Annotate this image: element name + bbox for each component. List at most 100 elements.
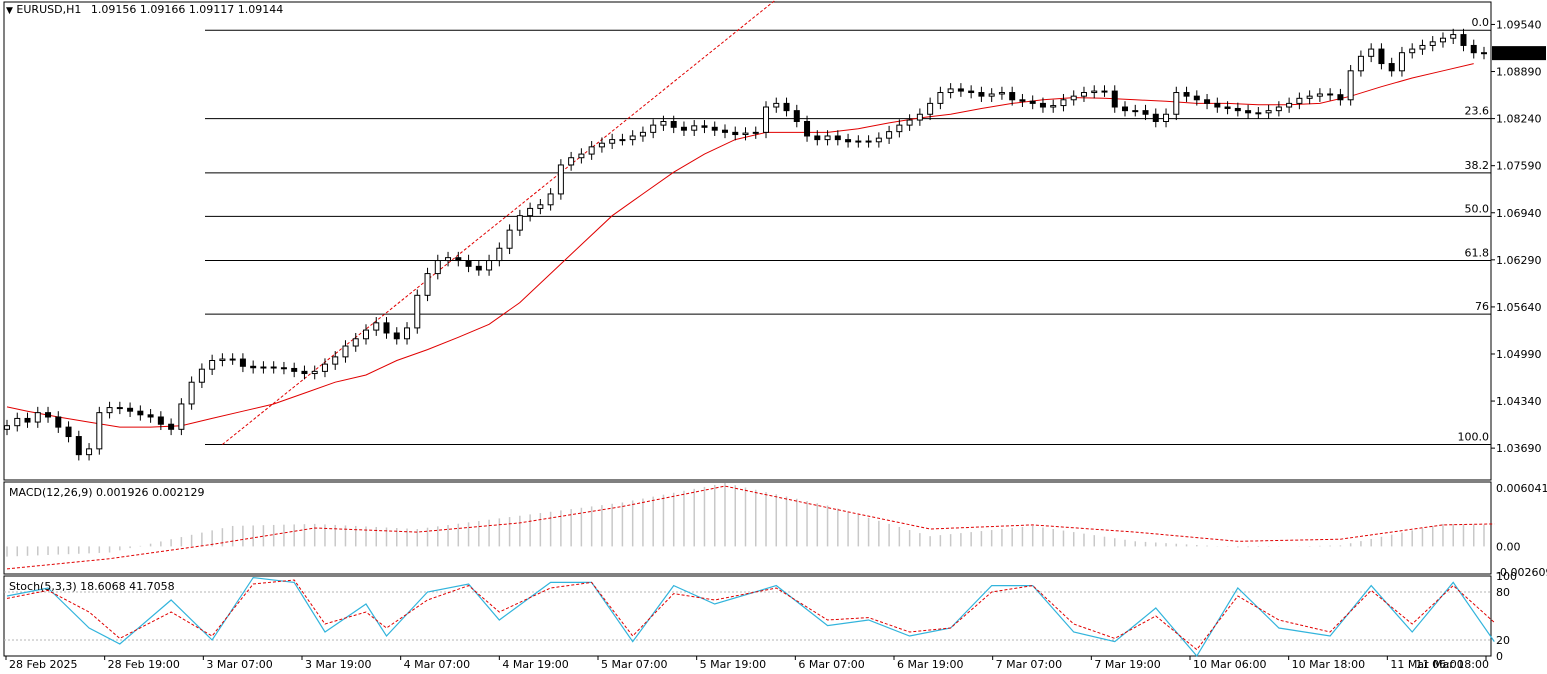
candle-bear — [1327, 93, 1334, 96]
candle-bear — [845, 139, 852, 143]
candle-bear — [24, 417, 31, 423]
candle-bull — [4, 425, 10, 430]
candle-bull — [106, 407, 113, 414]
candle-bull — [619, 139, 626, 142]
candle-bull — [516, 215, 523, 231]
candle-bear — [55, 416, 62, 428]
candle-bull — [34, 412, 41, 423]
candle-bull — [568, 157, 575, 166]
candle-bear — [383, 322, 390, 334]
last-price-tag — [1492, 46, 1546, 61]
candle-bear — [783, 102, 790, 112]
time-tick-label: 4 Mar 19:00 — [502, 658, 568, 671]
candle-bull — [988, 93, 995, 97]
symbol-header[interactable]: ▼ EURUSD,H1 1.09156 1.09166 1.09117 1.09… — [6, 3, 283, 16]
candle-bear — [1029, 100, 1036, 104]
candle-bull — [609, 139, 616, 144]
stoch-main-line — [6, 576, 1495, 658]
candle-bear — [670, 121, 677, 128]
candle-bull — [414, 294, 421, 329]
candle-bull — [527, 207, 534, 217]
candle-bull — [1091, 90, 1098, 94]
candle-bull — [906, 119, 913, 126]
candle-bull — [1173, 92, 1180, 115]
candle-bear — [157, 416, 164, 425]
fibonacci-trend-line — [222, 0, 777, 445]
fib-level-label: 23.6 — [1465, 105, 1490, 118]
candle-bull — [209, 360, 216, 370]
candle-bull — [1357, 55, 1364, 72]
candle-bear — [1388, 63, 1395, 72]
candle-bull — [188, 381, 195, 405]
candle-bull — [1316, 93, 1323, 97]
time-tick-label: 7 Mar 19:00 — [1094, 658, 1160, 671]
candle-bear — [1019, 99, 1026, 102]
candle-bear — [1183, 92, 1190, 97]
candle-bear — [45, 412, 52, 418]
time-tick-label: 7 Mar 07:00 — [996, 658, 1062, 671]
price-tick-label: 1.07590 — [1496, 160, 1542, 173]
time-tick-label: 28 Feb 19:00 — [108, 658, 180, 671]
candle-bull — [178, 403, 185, 430]
stoch-tick-label: 20 — [1496, 634, 1510, 647]
time-tick-label: 5 Mar 07:00 — [601, 658, 667, 671]
candle-bull — [1439, 37, 1446, 43]
candle-bull — [855, 140, 862, 143]
candle-bear — [147, 414, 154, 418]
candle-bull — [342, 345, 349, 358]
candle-bull — [742, 132, 749, 136]
candle-bull — [927, 102, 934, 115]
candle-bear — [127, 407, 134, 412]
candle-bull — [763, 106, 770, 133]
candle-bull — [219, 358, 226, 361]
candle-bear — [1234, 107, 1241, 112]
candle-bull — [1368, 48, 1375, 57]
time-tick-label: 11 Mar 06:00 — [1390, 658, 1463, 671]
candle-bull — [650, 124, 657, 133]
candle-bull — [496, 247, 503, 262]
candle-bear — [1245, 110, 1252, 114]
symbol-label: EURUSD,H1 — [16, 3, 82, 16]
candle-bull — [1070, 95, 1077, 101]
candle-bull — [1429, 41, 1436, 46]
time-tick-label: 5 Mar 19:00 — [700, 658, 766, 671]
stoch-label: Stoch(5,3,3) 18.6068 41.7058 — [9, 580, 175, 593]
candle-bear — [814, 135, 821, 141]
candle-bear — [75, 436, 82, 456]
ohlc-label: 1.09156 1.09166 1.09117 1.09144 — [90, 3, 284, 16]
candle-bear — [793, 110, 800, 122]
time-tick-label: 6 Mar 19:00 — [897, 658, 963, 671]
candle-bull — [998, 92, 1005, 95]
fib-level-label: 76 — [1475, 300, 1489, 313]
candle-bull — [486, 260, 493, 271]
macd-tick-label: 0.006041 — [1496, 482, 1547, 495]
panel-frame-2 — [3, 575, 1492, 657]
price-tick-label: 1.08890 — [1496, 66, 1542, 79]
time-tick-label: 28 Feb 2025 — [9, 658, 77, 671]
candle-bear — [1378, 48, 1385, 65]
stoch-tick-label: 100 — [1496, 570, 1517, 583]
candle-bull — [506, 229, 513, 249]
fib-level-label: 0.0 — [1472, 16, 1490, 29]
macd-histogram-group — [6, 483, 1485, 557]
last-price-label: 1.09144 — [1495, 47, 1541, 60]
fib-level-label: 50.0 — [1465, 202, 1490, 215]
candle-bull — [1265, 110, 1272, 114]
candle-bear — [250, 365, 257, 369]
candle-bear — [465, 260, 472, 267]
collapse-triangle-icon[interactable]: ▼ — [6, 6, 13, 16]
time-tick-label: 6 Mar 07:00 — [798, 658, 864, 671]
candle-bull — [445, 257, 452, 262]
stoch-signal-line — [6, 579, 1495, 651]
candle-bull — [916, 113, 923, 121]
candle-bull — [629, 135, 636, 141]
candle-bull — [260, 366, 267, 369]
candle-bull — [557, 164, 564, 195]
candle-bear — [1111, 90, 1118, 108]
candle-bull — [1101, 90, 1108, 93]
candle-bear — [137, 410, 144, 416]
candle-bear — [1224, 106, 1231, 109]
macd-signal-line — [6, 485, 1495, 570]
